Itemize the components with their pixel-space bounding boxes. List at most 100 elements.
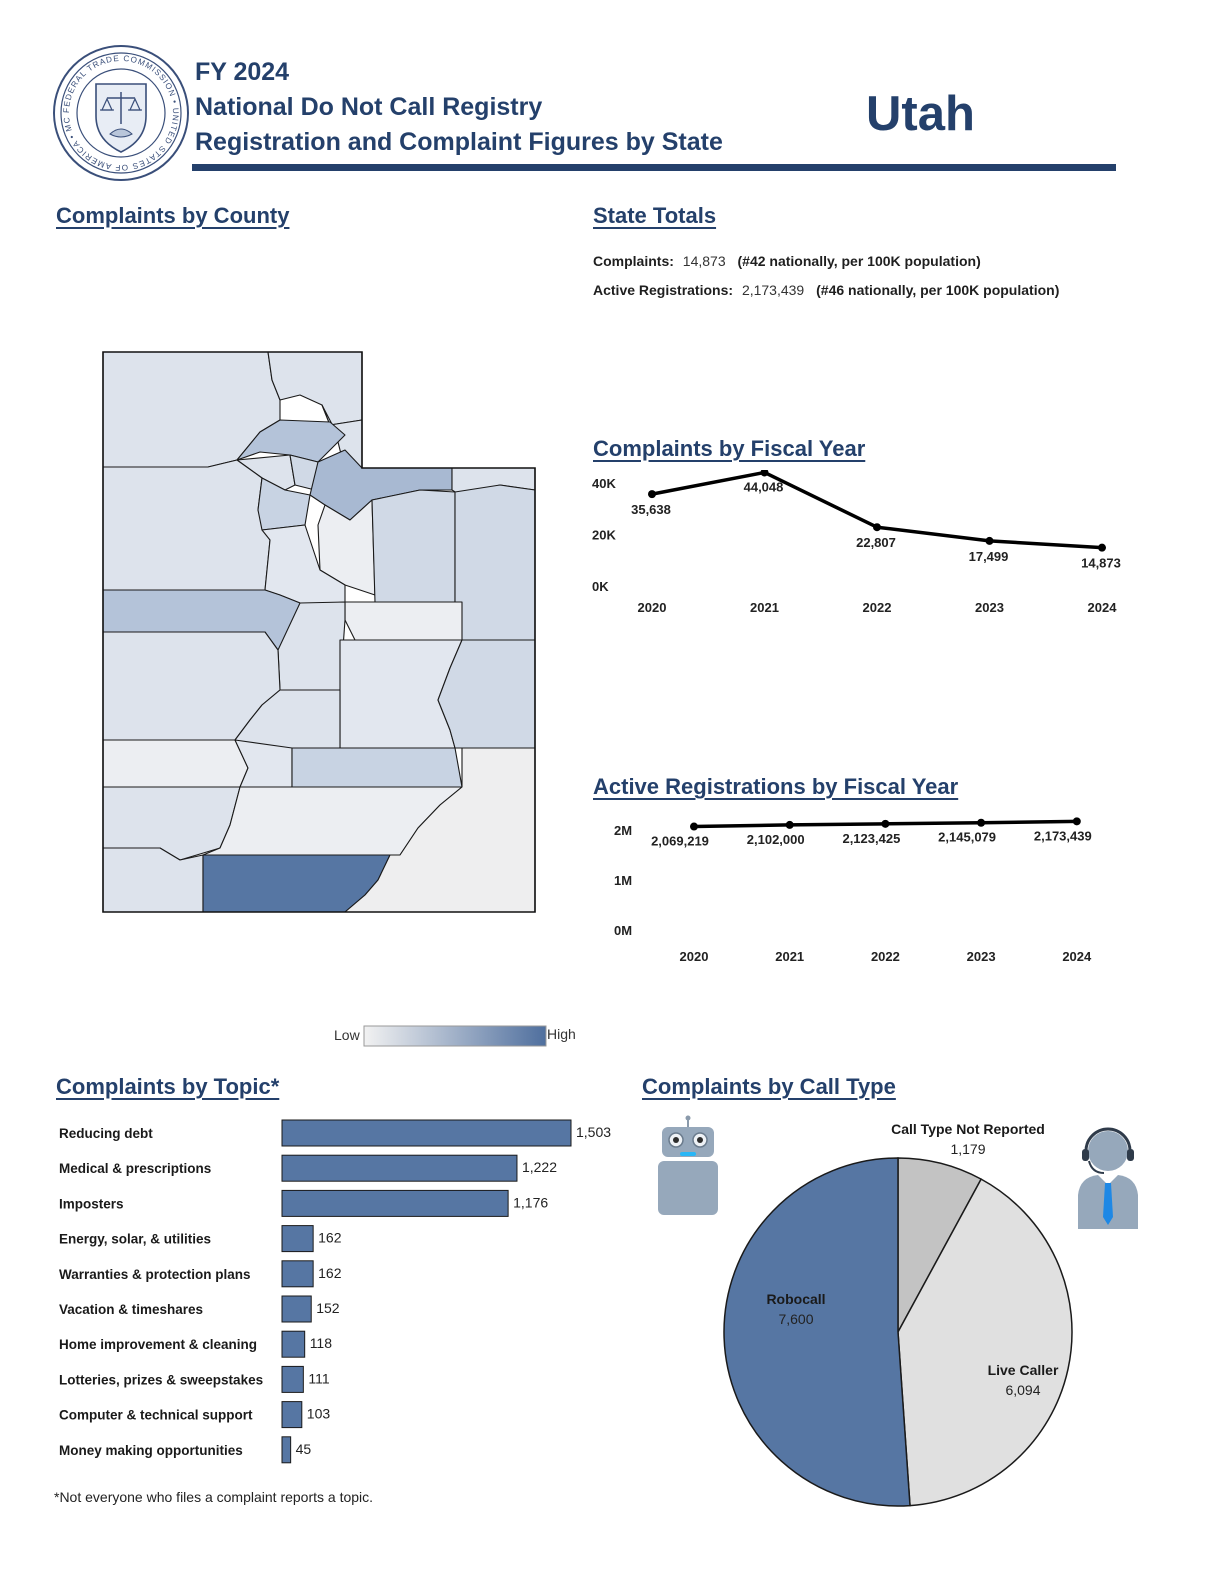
data-label: 14,873 bbox=[1081, 556, 1121, 571]
x-tick-label: 2024 bbox=[1062, 949, 1092, 964]
section-title-totals: State Totals bbox=[593, 203, 717, 228]
y-tick-label: 0K bbox=[592, 579, 609, 594]
y-tick-label: 40K bbox=[592, 476, 616, 491]
pie-slice bbox=[723, 1157, 911, 1507]
topic-bar bbox=[281, 1189, 509, 1217]
data-point bbox=[785, 820, 794, 829]
bar-category-label: Imposters bbox=[59, 1196, 124, 1211]
topic-bar bbox=[281, 1365, 304, 1393]
topic-bar bbox=[281, 1260, 314, 1288]
county-carbon bbox=[344, 601, 463, 641]
bar-value-label: 152 bbox=[316, 1300, 340, 1316]
county-wasatch bbox=[317, 499, 376, 596]
section-title-registrations: Active Registrations by Fiscal Year bbox=[593, 774, 959, 799]
x-tick-label: 2023 bbox=[975, 600, 1004, 615]
registry-heading: National Do Not Call Registry bbox=[195, 93, 543, 121]
pie-slice-name: Live Caller bbox=[988, 1362, 1059, 1378]
bar-value-label: 1,503 bbox=[576, 1124, 611, 1140]
y-tick-label: 0M bbox=[614, 923, 632, 938]
data-label: 2,069,219 bbox=[651, 834, 709, 849]
pie-slice bbox=[897, 1178, 1073, 1507]
data-point bbox=[1098, 543, 1106, 552]
registrations-total-line: Active Registrations: 2,173,439 (#46 nat… bbox=[593, 282, 1059, 298]
registrations-line-chart: 2M 1M 0M 2,069,219 2020 2,102,000 2021 2,123,42… bbox=[614, 817, 1092, 964]
legend-low-label: Low bbox=[334, 1027, 361, 1043]
data-label: 35,638 bbox=[631, 502, 671, 517]
legend-high-label: High bbox=[547, 1026, 576, 1042]
topic-bar bbox=[281, 1295, 312, 1323]
topic-bar bbox=[281, 1154, 518, 1182]
section-title-fiscal-year: Complaints by Fiscal Year bbox=[593, 436, 866, 461]
bar-value-label: 1,176 bbox=[513, 1194, 548, 1210]
data-label: 17,499 bbox=[969, 549, 1009, 564]
bar-value-label: 45 bbox=[296, 1441, 312, 1457]
data-point bbox=[648, 490, 656, 499]
bar-category-label: Home improvement & cleaning bbox=[59, 1337, 257, 1352]
bar-value-label: 162 bbox=[318, 1230, 342, 1246]
section-title-topic: Complaints by Topic* bbox=[56, 1074, 280, 1099]
complaints-line-chart: 40K 20K 0K 35,638 2020 44,048 2021 22,807 2022 17… bbox=[592, 470, 1121, 615]
robot-icon bbox=[658, 1115, 718, 1215]
topic-bar bbox=[281, 1119, 572, 1147]
data-point bbox=[873, 523, 881, 532]
bar-value-label: 162 bbox=[318, 1265, 342, 1281]
bar-value-label: 118 bbox=[310, 1335, 333, 1351]
x-tick-label: 2021 bbox=[775, 949, 804, 964]
x-tick-label: 2021 bbox=[750, 600, 779, 615]
county-uintah bbox=[454, 484, 536, 641]
bar-category-label: Computer & technical support bbox=[59, 1408, 253, 1423]
topic-bar-chart: Reducing debt 1,503 Medical & prescription… bbox=[59, 1119, 611, 1464]
call-type-pie-chart: Call Type Not Reported 1,179 Live Caller 6,… bbox=[723, 1121, 1073, 1507]
data-point bbox=[690, 822, 698, 831]
pie-slice-value: 6,094 bbox=[1005, 1382, 1040, 1398]
ftc-seal: FEDERAL TRADE COMMISSION • UNITED STATES… bbox=[52, 44, 189, 181]
data-label: 2,145,079 bbox=[938, 830, 996, 845]
data-label: 2,173,439 bbox=[1034, 828, 1092, 843]
header-rule bbox=[192, 164, 1116, 171]
legend-gradient bbox=[363, 1025, 547, 1047]
live-caller-icon bbox=[1078, 1127, 1138, 1229]
data-point bbox=[1072, 817, 1081, 826]
pie-slice-name: Call Type Not Reported bbox=[891, 1121, 1045, 1137]
county-duchesne bbox=[371, 489, 456, 603]
bar-category-label: Energy, solar, & utilities bbox=[59, 1232, 211, 1247]
y-tick-label: 2M bbox=[614, 823, 632, 838]
complaints-total-line: Complaints: 14,873 (#42 nationally, per … bbox=[593, 253, 981, 269]
bar-category-label: Medical & prescriptions bbox=[59, 1161, 211, 1176]
y-tick-label: 1M bbox=[614, 873, 632, 888]
county-map bbox=[102, 351, 536, 913]
registrations-total-value: 2,173,439 bbox=[741, 282, 805, 298]
report-heading: Registration and Complaint Figures by St… bbox=[195, 128, 723, 156]
utah-outline bbox=[102, 351, 536, 913]
section-title-county: Complaints by County bbox=[56, 203, 290, 228]
data-point bbox=[985, 536, 994, 545]
complaints-total-label: Complaints: bbox=[593, 253, 674, 269]
bar-category-label: Warranties & protection plans bbox=[59, 1267, 251, 1282]
registrations-total-rank: (#46 nationally, per 100K population) bbox=[816, 282, 1060, 298]
x-tick-label: 2024 bbox=[1088, 600, 1118, 615]
section-title-call-type: Complaints by Call Type bbox=[642, 1074, 896, 1099]
topic-bar bbox=[281, 1330, 306, 1358]
x-tick-label: 2020 bbox=[638, 600, 667, 615]
county-beaver bbox=[102, 739, 249, 788]
pie-slice-name: Robocall bbox=[766, 1291, 825, 1307]
county-tooele bbox=[102, 459, 271, 591]
complaints-total-value: 14,873 bbox=[682, 253, 726, 269]
data-label: 2,123,425 bbox=[842, 831, 900, 846]
topic-footnote: *Not everyone who files a complaint repo… bbox=[54, 1489, 374, 1505]
data-label: 44,048 bbox=[744, 479, 784, 494]
map-legend: Low High bbox=[334, 1025, 576, 1047]
pie-slice-value: 1,179 bbox=[950, 1141, 985, 1157]
bar-value-label: 111 bbox=[308, 1370, 329, 1386]
topic-bar bbox=[281, 1436, 292, 1464]
x-tick-label: 2022 bbox=[871, 949, 900, 964]
x-tick-label: 2020 bbox=[680, 949, 709, 964]
registrations-total-label: Active Registrations: bbox=[593, 282, 734, 298]
pie-slice-value: 7,600 bbox=[778, 1311, 813, 1327]
x-tick-label: 2023 bbox=[967, 949, 996, 964]
fiscal-year-heading: FY 2024 bbox=[195, 58, 290, 86]
data-label: 22,807 bbox=[856, 535, 896, 550]
data-point bbox=[881, 819, 890, 828]
bar-category-label: Lotteries, prizes & sweepstakes bbox=[59, 1372, 263, 1387]
bar-category-label: Reducing debt bbox=[59, 1126, 153, 1141]
